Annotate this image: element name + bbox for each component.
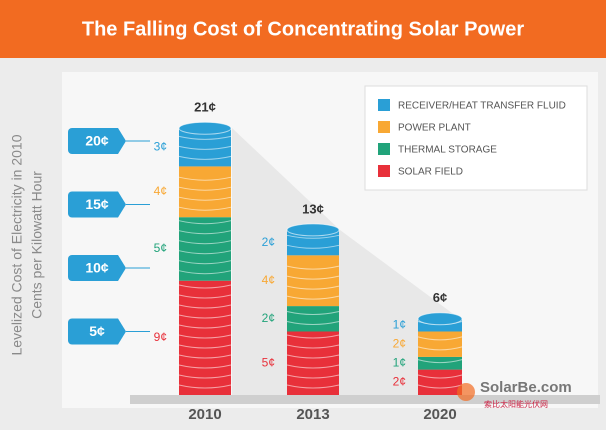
bar-segment: [287, 255, 339, 307]
coin-edge: [178, 230, 232, 235]
watermark: SolarBe.com 索比太阳能光伏网: [457, 379, 572, 409]
legend-swatch: [378, 165, 390, 177]
segment-label: 2¢: [262, 311, 275, 325]
coin-edge: [178, 240, 232, 245]
coin-top: [286, 223, 340, 237]
watermark-icon: [457, 383, 475, 401]
coin-edge: [178, 344, 232, 349]
bar-segment: [179, 166, 231, 218]
coin-edge: [178, 354, 232, 359]
legend-label: THERMAL STORAGE: [398, 145, 497, 156]
coin-edge: [286, 344, 340, 349]
segment-label: 9¢: [154, 330, 167, 344]
legend: [364, 85, 588, 191]
coin-edge: [178, 206, 232, 211]
segment-label: 4¢: [262, 273, 275, 287]
segment-label: 5¢: [262, 355, 275, 369]
coin-edge: [178, 155, 232, 160]
coin-edge: [286, 334, 340, 339]
x-tick-label: 2020: [423, 406, 456, 423]
legend-swatch: [378, 99, 390, 111]
bar-segment: [418, 369, 462, 395]
legend-label: POWER PLANT: [398, 123, 471, 134]
y-tick-badge: [68, 318, 126, 345]
segment-label: 1¢: [393, 355, 406, 369]
coin-edge: [178, 294, 232, 299]
bar-segment: [418, 331, 462, 357]
bar-segment: [287, 306, 339, 332]
title-band: [0, 0, 606, 58]
floor: [130, 395, 600, 404]
y-axis-label: Cents per Kilowatt Hour: [29, 171, 45, 319]
coin-edge: [286, 285, 340, 290]
coin-edge: [178, 324, 232, 329]
coin-edge: [417, 384, 463, 389]
y-tick-badge: [68, 191, 126, 218]
watermark-subtitle: 索比太阳能光伏网: [484, 399, 548, 409]
coin-edge: [286, 311, 340, 315]
segment-label: 2¢: [262, 235, 275, 249]
segment-label: 4¢: [154, 184, 167, 198]
coin-edge: [178, 270, 232, 275]
coin-edge: [286, 354, 340, 359]
coin-edge: [286, 364, 340, 369]
coin-edge: [178, 260, 232, 265]
coin-edge: [178, 220, 232, 225]
coin-edge: [178, 314, 232, 319]
coin-top: [178, 121, 232, 135]
legend-label: RECEIVER/HEAT TRANSFER FLUID: [398, 101, 566, 112]
coin-edge: [417, 336, 463, 341]
total-label: 13¢: [302, 201, 324, 216]
total-label: 6¢: [433, 290, 447, 305]
coin-edge: [286, 244, 340, 249]
coin-edge: [286, 384, 340, 389]
legend-swatch: [378, 121, 390, 133]
coin-edge: [286, 321, 340, 325]
bar-segment: [418, 356, 462, 370]
coin-edge: [417, 374, 463, 379]
coin-edge: [178, 364, 232, 369]
y-tick-badge: [68, 128, 126, 154]
coin-edge: [178, 135, 232, 140]
coin-edge: [178, 284, 232, 289]
x-tick-label: 2010: [188, 406, 221, 423]
coin-edge: [178, 250, 232, 255]
legend-swatch: [378, 143, 390, 155]
segment-label: 1¢: [393, 317, 406, 331]
coin-edge: [178, 374, 232, 379]
coin-edge: [286, 374, 340, 379]
y-tick-label: 5¢: [89, 323, 105, 339]
segment-label: 5¢: [154, 241, 167, 255]
y-tick-label: 15¢: [85, 196, 109, 212]
segment-label: 3¢: [154, 140, 167, 154]
total-label: 21¢: [194, 100, 216, 115]
coin-edge: [286, 234, 340, 239]
coin-edge: [178, 196, 232, 201]
legend-label: SOLAR FIELD: [398, 167, 463, 178]
x-tick-label: 2013: [296, 406, 329, 423]
coin-edge: [417, 359, 463, 364]
coin-edge: [286, 265, 340, 270]
coin-edge: [286, 275, 340, 280]
y-tick-badge: [68, 255, 126, 281]
segment-label: 2¢: [393, 374, 406, 388]
coin-edge: [178, 304, 232, 309]
y-tick-label: 10¢: [85, 260, 109, 276]
coin-top: [417, 312, 463, 326]
watermark-logo: SolarBe.com: [480, 379, 572, 396]
coin-edge: [178, 145, 232, 150]
coin-edge: [178, 176, 232, 181]
coin-edge: [417, 346, 463, 351]
coin-edge: [286, 295, 340, 300]
bar-segment: [287, 331, 339, 395]
chart-title: The Falling Cost of Concentrating Solar …: [82, 18, 524, 40]
bar-segment: [179, 217, 231, 281]
coin-edge: [178, 384, 232, 389]
coin-edge: [178, 186, 232, 191]
segment-label: 2¢: [393, 336, 406, 350]
y-axis-label: Levelized Cost of Electricity in 2010: [9, 134, 25, 355]
y-tick-label: 20¢: [85, 133, 109, 149]
coin-edge: [178, 334, 232, 339]
